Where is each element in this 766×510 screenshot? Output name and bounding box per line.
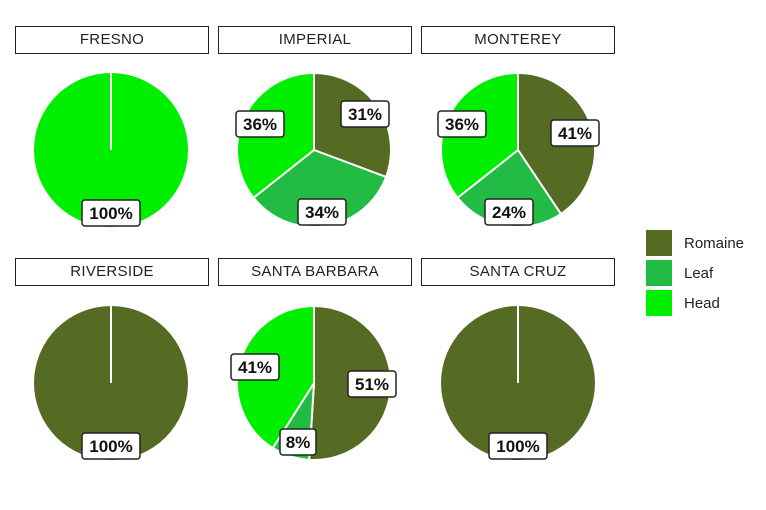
data-label-box [230, 353, 280, 381]
data-label-box [297, 198, 347, 226]
data-label-box [279, 428, 317, 456]
data-label-box [235, 110, 285, 138]
data-label-text: 41% [558, 124, 592, 143]
pie-slice-monterey-leaf [456, 149, 562, 228]
legend-label-leaf: Leaf [684, 264, 714, 282]
data-label-santa-barbara-leaf: 8% [279, 428, 317, 456]
legend-swatch-romaine [646, 230, 672, 256]
data-label-text: 34% [305, 203, 339, 222]
legend-label-head: Head [684, 294, 720, 312]
data-label-text: 8% [286, 433, 311, 452]
legend-swatch-head [646, 290, 672, 316]
data-label-text: 31% [348, 105, 382, 124]
data-label-fresno-head: 100% [81, 199, 141, 227]
data-label-imperial-romaine: 31% [340, 100, 390, 128]
panel-title-imperial: IMPERIAL [218, 26, 412, 54]
data-label-monterey-leaf: 24% [484, 198, 534, 226]
data-label-santa-cruz-romaine: 100% [488, 432, 548, 460]
data-label-text: 36% [243, 115, 277, 134]
data-label-riverside-romaine: 100% [81, 432, 141, 460]
data-label-monterey-romaine: 41% [550, 119, 600, 147]
panel-title-fresno: FRESNO [15, 26, 209, 54]
panel-title-santa-cruz: SANTA CRUZ [421, 258, 615, 286]
legend-swatch-leaf [646, 260, 672, 286]
data-label-santa-barbara-head: 41% [230, 353, 280, 381]
data-label-box [437, 110, 487, 138]
data-label-text: 41% [238, 358, 272, 377]
data-label-box [488, 432, 548, 460]
data-label-text: 24% [492, 203, 526, 222]
data-label-box [484, 198, 534, 226]
data-label-box [347, 370, 397, 398]
data-label-box [340, 100, 390, 128]
data-label-box [81, 199, 141, 227]
pie-fresno [34, 73, 188, 227]
data-label-box [550, 119, 600, 147]
data-label-text: 51% [355, 375, 389, 394]
data-label-text: 100% [496, 437, 539, 456]
data-label-box [81, 432, 141, 460]
data-label-imperial-head: 36% [235, 110, 285, 138]
legend-item-head: Head [646, 288, 744, 318]
panel-title-santa-barbara: SANTA BARBARA [218, 258, 412, 286]
data-label-imperial-leaf: 34% [297, 198, 347, 226]
panel-title-riverside: RIVERSIDE [15, 258, 209, 286]
data-label-text: 100% [89, 437, 132, 456]
legend-label-romaine: Romaine [684, 234, 745, 252]
panel-title-monterey: MONTEREY [421, 26, 615, 54]
data-label-text: 100% [89, 204, 132, 223]
legend-item-romaine: Romaine [646, 228, 744, 258]
pie-slice-imperial-leaf [252, 149, 388, 228]
legend: Romaine Leaf Head [646, 228, 744, 318]
data-label-text: 36% [445, 115, 479, 134]
data-label-santa-barbara-romaine: 51% [347, 370, 397, 398]
pie-santa-cruz [441, 306, 595, 460]
legend-item-leaf: Leaf [646, 258, 744, 288]
pie-riverside [34, 306, 188, 460]
data-label-monterey-head: 36% [437, 110, 487, 138]
